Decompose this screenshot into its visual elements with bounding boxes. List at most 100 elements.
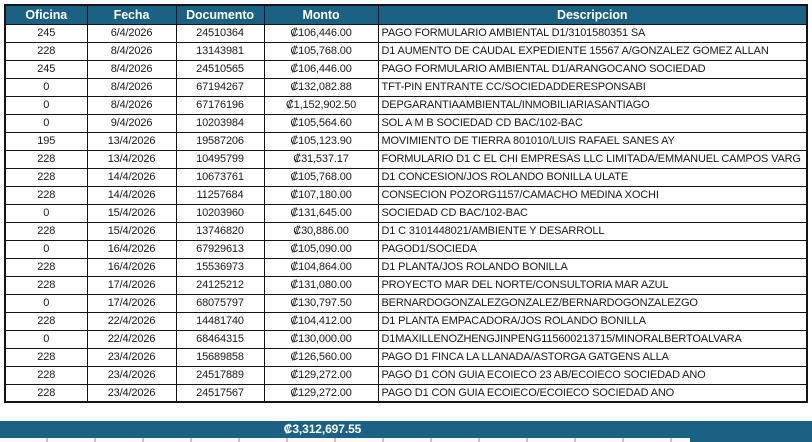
cell-fecha[interactable]: 23/4/2026 (86, 383, 177, 403)
cell-documento[interactable]: 67929613 (175, 239, 265, 259)
cell-descripcion[interactable]: D1 CONCESION/JOS ROLANDO BONILLA ULATE (377, 167, 808, 187)
cell-oficina[interactable]: 228 (4, 275, 88, 295)
cell-oficina[interactable]: 228 (4, 185, 88, 205)
cell-documento[interactable]: 13143981 (175, 41, 265, 61)
cell-descripcion[interactable]: PAGOD1/SOCIEDA (377, 239, 808, 259)
cell-monto[interactable]: ₡105,768.00 (263, 167, 379, 187)
cell-descripcion[interactable]: DEPGARANTIAAMBIENTAL/INMOBILIARIASANTIAG… (377, 95, 808, 115)
cell-monto[interactable]: ₡30,886.00 (263, 221, 379, 241)
cell-documento[interactable]: 19587206 (175, 131, 265, 151)
cell-descripcion[interactable]: D1 C 3101448021/AMBIENTE Y DESARROLL (377, 221, 808, 241)
cell-monto[interactable]: ₡131,645.00 (263, 203, 379, 223)
cell-fecha[interactable]: 9/4/2026 (86, 113, 177, 133)
cell-descripcion[interactable]: PAGO FORMULARIO AMBIENTAL D1/3101580351 … (377, 23, 808, 43)
cell-documento[interactable]: 68464315 (175, 329, 265, 349)
cell-fecha[interactable]: 8/4/2026 (86, 95, 177, 115)
cell-oficina[interactable]: 228 (4, 257, 88, 277)
cell-documento[interactable]: 15536973 (175, 257, 265, 277)
cell-oficina[interactable]: 195 (4, 131, 88, 151)
cell-fecha[interactable]: 13/4/2026 (86, 131, 177, 151)
cell-descripcion[interactable]: D1 PLANTA/JOS ROLANDO BONILLA (377, 257, 808, 277)
cell-monto[interactable]: ₡104,412.00 (263, 311, 379, 331)
cell-fecha[interactable]: 15/4/2026 (86, 203, 177, 223)
cell-descripcion[interactable]: PAGO D1 CON GUIA ECOIECO 23 AB/ECOIECO S… (377, 365, 808, 385)
cell-monto[interactable]: ₡105,564.60 (263, 113, 379, 133)
total-amount[interactable]: ₡3,312,697.55 (283, 422, 362, 436)
cell-documento[interactable]: 24510565 (175, 59, 265, 79)
cell-fecha[interactable]: 17/4/2026 (86, 275, 177, 295)
cell-oficina[interactable]: 228 (4, 41, 88, 61)
cell-fecha[interactable]: 14/4/2026 (86, 185, 177, 205)
cell-fecha[interactable]: 6/4/2026 (86, 23, 177, 43)
cell-documento[interactable]: 68075797 (175, 293, 265, 313)
cell-monto[interactable]: ₡130,000.00 (263, 329, 379, 349)
cell-oficina[interactable]: 228 (4, 383, 88, 403)
cell-documento[interactable]: 67176196 (175, 95, 265, 115)
cell-oficina[interactable]: 245 (4, 59, 88, 79)
cell-oficina[interactable]: 0 (4, 329, 88, 349)
cell-oficina[interactable]: 0 (4, 113, 88, 133)
cell-monto[interactable]: ₡129,272.00 (263, 365, 379, 385)
cell-oficina[interactable]: 0 (4, 95, 88, 115)
cell-monto[interactable]: ₡131,080.00 (263, 275, 379, 295)
cell-documento[interactable]: 10203960 (175, 203, 265, 223)
cell-oficina[interactable]: 0 (4, 203, 88, 223)
cell-descripcion[interactable]: FORMULARIO D1 C EL CHI EMPRESAS LLC LIMI… (377, 149, 808, 169)
cell-monto[interactable]: ₡105,123.90 (263, 131, 379, 151)
cell-descripcion[interactable]: SOCIEDAD CD BAC/102-BAC (377, 203, 808, 223)
cell-monto[interactable]: ₡105,090.00 (263, 239, 379, 259)
cell-documento[interactable]: 24517567 (175, 383, 265, 403)
col-header-documento[interactable]: Documento (175, 4, 265, 25)
cell-monto[interactable]: ₡31,537.17 (263, 149, 379, 169)
cell-oficina[interactable]: 228 (4, 311, 88, 331)
col-header-fecha[interactable]: Fecha (86, 4, 177, 25)
cell-monto[interactable]: ₡106,446.00 (263, 23, 379, 43)
cell-oficina[interactable]: 0 (4, 239, 88, 259)
cell-monto[interactable]: ₡126,560.00 (263, 347, 379, 367)
cell-documento[interactable]: 67194267 (175, 77, 265, 97)
cell-oficina[interactable]: 228 (4, 347, 88, 367)
cell-documento[interactable]: 24510364 (175, 23, 265, 43)
cell-fecha[interactable]: 16/4/2026 (86, 257, 177, 277)
cell-oficina[interactable]: 228 (4, 167, 88, 187)
cell-descripcion[interactable]: MOVIMIENTO DE TIERRA 801010/LUIS RAFAEL … (377, 131, 808, 151)
cell-descripcion[interactable]: BERNARDOGONZALEZGONZALEZ/BERNARDOGONZALE… (377, 293, 808, 313)
cell-documento[interactable]: 10673761 (175, 167, 265, 187)
cell-oficina[interactable]: 228 (4, 221, 88, 241)
cell-documento[interactable]: 10495799 (175, 149, 265, 169)
cell-monto[interactable]: ₡106,446.00 (263, 59, 379, 79)
cell-descripcion[interactable]: SOL A M B SOCIEDAD CD BAC/102-BAC (377, 113, 808, 133)
cell-monto[interactable]: ₡1,152,902.50 (263, 95, 379, 115)
cell-fecha[interactable]: 14/4/2026 (86, 167, 177, 187)
cell-documento[interactable]: 24125212 (175, 275, 265, 295)
cell-oficina[interactable]: 0 (4, 77, 88, 97)
col-header-monto[interactable]: Monto (263, 4, 379, 25)
cell-monto[interactable]: ₡107,180.00 (263, 185, 379, 205)
cell-monto[interactable]: ₡132,082.88 (263, 77, 379, 97)
cell-documento[interactable]: 24517889 (175, 365, 265, 385)
cell-oficina[interactable]: 0 (4, 293, 88, 313)
cell-monto[interactable]: ₡104,864.00 (263, 257, 379, 277)
cell-descripcion[interactable]: D1MAXILLENOZHENGJINPENG115600213715/MINO… (377, 329, 808, 349)
cell-fecha[interactable]: 8/4/2026 (86, 41, 177, 61)
cell-descripcion[interactable]: TFT-PIN ENTRANTE CC/SOCIEDADDERESPONSABI (377, 77, 808, 97)
cell-fecha[interactable]: 16/4/2026 (86, 239, 177, 259)
cell-descripcion[interactable]: PAGO FORMULARIO AMBIENTAL D1/ARANGOCANO … (377, 59, 808, 79)
cell-fecha[interactable]: 23/4/2026 (86, 365, 177, 385)
cell-documento[interactable]: 15689858 (175, 347, 265, 367)
cell-fecha[interactable]: 22/4/2026 (86, 329, 177, 349)
col-header-descripcion[interactable]: Descripcion (377, 4, 808, 25)
cell-fecha[interactable]: 8/4/2026 (86, 77, 177, 97)
cell-oficina[interactable]: 228 (4, 149, 88, 169)
cell-descripcion[interactable]: CONSECION POZORG1157/CAMACHO MEDINA XOCH… (377, 185, 808, 205)
cell-monto[interactable]: ₡130,797.50 (263, 293, 379, 313)
cell-descripcion[interactable]: D1 PLANTA EMPACADORA/JOS ROLANDO BONILLA (377, 311, 808, 331)
cell-fecha[interactable]: 8/4/2026 (86, 59, 177, 79)
cell-descripcion[interactable]: PAGO D1 CON GUIA ECOIECO/ECOIECO SOCIEDA… (377, 383, 808, 403)
cell-documento[interactable]: 13746820 (175, 221, 265, 241)
cell-descripcion[interactable]: D1 AUMENTO DE CAUDAL EXPEDIENTE 15567 A/… (377, 41, 808, 61)
cell-fecha[interactable]: 13/4/2026 (86, 149, 177, 169)
cell-fecha[interactable]: 15/4/2026 (86, 221, 177, 241)
cell-oficina[interactable]: 245 (4, 23, 88, 43)
cell-documento[interactable]: 14481740 (175, 311, 265, 331)
